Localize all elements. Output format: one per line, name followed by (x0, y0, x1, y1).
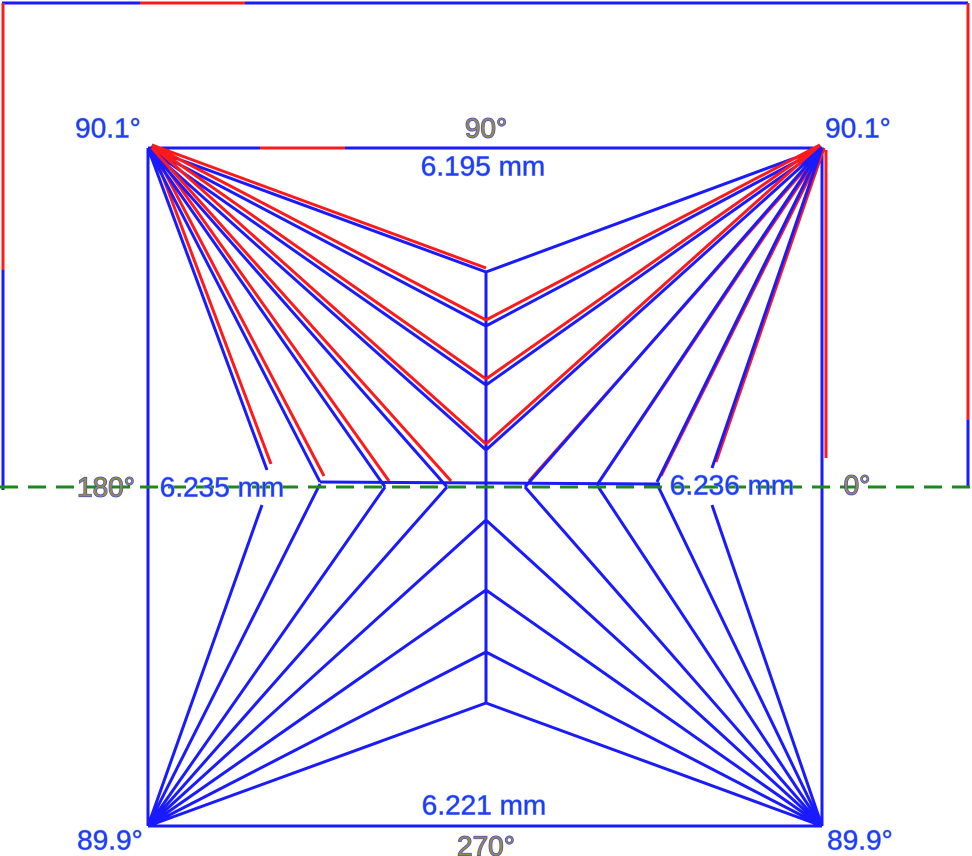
facet (485, 146, 823, 328)
facet-red (151, 143, 487, 322)
facet (146, 504, 264, 827)
facet (146, 486, 387, 827)
direction-label: 270° (457, 830, 515, 856)
facet (485, 146, 823, 387)
facet (485, 588, 823, 828)
facet (146, 147, 322, 483)
facet-red (150, 146, 453, 483)
corner-angle: 89.9° (827, 824, 893, 855)
width-label: 6.235 mm (160, 471, 285, 502)
facet (523, 486, 824, 827)
facet (655, 483, 824, 827)
width-label: 6.195 mm (421, 150, 546, 181)
facet (146, 147, 387, 488)
corner-angle: 90.1° (825, 112, 891, 143)
facet (655, 147, 824, 483)
facet (710, 504, 824, 827)
corner-angle: 89.9° (77, 824, 143, 855)
facet (710, 147, 824, 469)
facet-red (150, 147, 273, 465)
facet-red (151, 143, 487, 381)
facet (523, 147, 824, 488)
facet-red (484, 143, 822, 446)
facet (146, 483, 322, 827)
facet (147, 146, 487, 328)
facet-red (485, 143, 821, 381)
facet (147, 146, 487, 452)
corner-angle: 90.1° (75, 112, 141, 143)
labels: 90.1° 90° 90.1° 6.195 mm 180° 6.235 mm 6… (75, 112, 894, 856)
direction-label: 180° (77, 471, 135, 502)
facet (146, 147, 449, 488)
facet (485, 146, 823, 274)
direction-label: 90° (465, 112, 507, 143)
facet (146, 147, 269, 471)
facet-red (485, 143, 821, 322)
girdle-line (319, 480, 661, 486)
facet-red (151, 143, 487, 270)
facet (147, 701, 487, 828)
facet-red (150, 147, 391, 482)
direction-label: 0° (844, 469, 871, 500)
facet-red (714, 147, 826, 463)
facet-lines (0, 1, 972, 828)
facet (146, 486, 449, 827)
facet (146, 518, 488, 828)
facet (485, 701, 823, 828)
facet-red (150, 147, 326, 477)
facet (147, 146, 487, 274)
facet (147, 588, 487, 828)
facet (484, 146, 824, 452)
facet (147, 146, 487, 387)
width-label: 6.236 mm (670, 469, 795, 500)
facet (595, 147, 824, 486)
facet (147, 650, 487, 828)
facet-red (150, 143, 488, 446)
facet (484, 518, 824, 828)
facet (485, 650, 823, 828)
width-label: 6.221 mm (422, 789, 547, 820)
facet (595, 484, 824, 827)
